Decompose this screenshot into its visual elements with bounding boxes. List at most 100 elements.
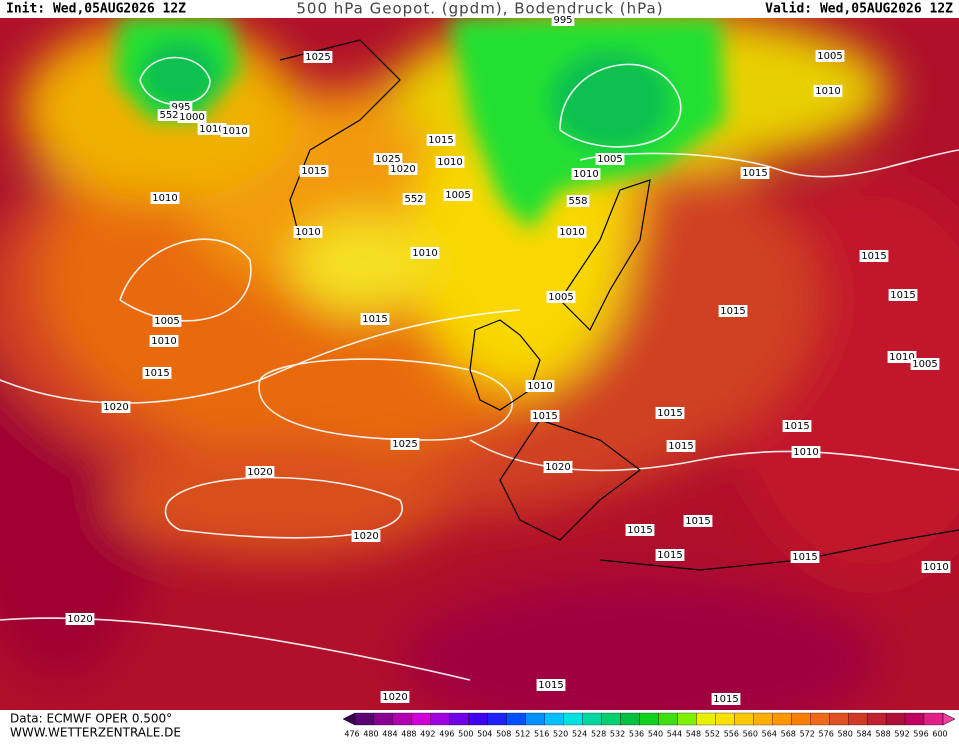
colorbar-label: 536 (629, 730, 644, 739)
isobar-label: 995 (553, 15, 572, 26)
isobar-label: 1015 (301, 166, 326, 177)
isobar-label: 1010 (199, 124, 224, 135)
isobar-label-box (293, 226, 323, 238)
colorbar-swatch (772, 712, 792, 726)
isobar-label-box (360, 313, 390, 325)
colorbar-label: 544 (667, 730, 682, 739)
colorbar-label: 556 (724, 730, 739, 739)
isobar-label: 1015 (861, 251, 886, 262)
colorbar-label: 552 (705, 730, 720, 739)
colorbar-arrow-right (942, 712, 956, 726)
colorbar-swatch (563, 712, 583, 726)
colorbar: 476 480 484 488 492 496 500 504 508 512 516 520 524 5… (342, 712, 956, 739)
isobar-label: 1015 (685, 516, 710, 527)
colorbar-swatch (506, 712, 526, 726)
colorbar-swatch (354, 712, 375, 726)
colorbar-label: 512 (515, 730, 530, 739)
height-label: 552 (159, 110, 178, 121)
isobar-label: 1010 (815, 86, 840, 97)
height-label-box (402, 193, 426, 205)
isobar-label: 1015 (890, 290, 915, 301)
isobar-label: 1010 (437, 157, 462, 168)
colorbar-swatch (866, 712, 887, 726)
isobar-label-box (655, 407, 685, 419)
isobar-label: 1015 (792, 552, 817, 563)
isobar-label: 1020 (103, 402, 128, 413)
colorbar-label: 596 (913, 730, 928, 739)
isobar-label: 1020 (382, 692, 407, 703)
colorbar-label: 504 (477, 730, 492, 739)
isobar-label: 1005 (445, 190, 470, 201)
colorbar-label: 548 (686, 730, 701, 739)
isobar-label-box (625, 524, 655, 536)
isobar-label: 995 (171, 102, 190, 113)
isobar-label-box (373, 153, 403, 165)
colorbar-swatch (601, 712, 621, 726)
isobar-label-box (443, 189, 473, 201)
colorbar-swatch (468, 712, 488, 726)
isobar-label: 1010 (222, 126, 247, 137)
height-label: 552 (404, 194, 423, 205)
colorbar-swatch (696, 712, 716, 726)
isobar-label-box (435, 156, 465, 168)
isobar-label-box (683, 515, 713, 527)
isobar-label: 1005 (597, 154, 622, 165)
colorbar-swatch (411, 712, 432, 726)
isobar-label: 1025 (305, 52, 330, 63)
isobar-label-box (557, 226, 587, 238)
colorbar-swatch (582, 712, 602, 726)
isobar-label-box (303, 51, 333, 63)
colorbar-label: 588 (875, 730, 890, 739)
isobar-label: 1025 (375, 154, 400, 165)
valid-time: Valid: Wed,05AUG2026 12Z (765, 2, 953, 17)
colorbar-swatch (430, 712, 450, 726)
isobar-label-box (888, 289, 918, 301)
isobar-label-box (595, 153, 625, 165)
colorbar-swatch (658, 712, 678, 726)
isobar-label-box (101, 401, 131, 413)
colorbar-swatch (753, 712, 773, 726)
isobar-label: 1020 (67, 614, 92, 625)
colorbar-label: 560 (743, 730, 758, 739)
isobar-label-box (410, 247, 440, 259)
isobar-label: 1015 (532, 411, 557, 422)
isobar-label: 1010 (151, 336, 176, 347)
colorbar-swatch (829, 712, 849, 726)
height-label-box (157, 109, 181, 121)
isobar-label-box (815, 50, 845, 62)
isobar-label: 1005 (154, 316, 179, 327)
isobar-label: 1010 (527, 381, 552, 392)
colorbar-swatch (677, 712, 697, 726)
isobar-label-box (380, 691, 410, 703)
init-time: Init: Wed,05AUG2026 12Z (6, 2, 186, 17)
colorbar-label: 492 (420, 730, 435, 739)
isobar-label: 1020 (390, 164, 415, 175)
isobar-label-box (426, 134, 456, 146)
colorbar-label: 516 (534, 730, 549, 739)
colorbar-label: 500 (458, 730, 473, 739)
isobar-label: 1010 (889, 352, 914, 363)
isobar-label-box (525, 380, 555, 392)
colorbar-swatch (734, 712, 754, 726)
colorbar-label: 600 (932, 730, 947, 739)
height-label: 558 (568, 196, 587, 207)
colorbar-label: 476 (344, 730, 359, 739)
colorbar-swatch (639, 712, 659, 726)
isobar-label: 1010 (559, 227, 584, 238)
colorbar-swatch (923, 712, 944, 726)
isobar-label-box (740, 167, 770, 179)
colorbar-swatch (904, 712, 925, 726)
isobar-label-box (859, 250, 889, 262)
colorbar-label: 580 (838, 730, 853, 739)
isobar-label-box (666, 440, 696, 452)
isobar-label: 1015 (657, 550, 682, 561)
isobar-label: 1020 (353, 531, 378, 542)
isobar-label-box (150, 192, 180, 204)
isobar-label: 1010 (573, 169, 598, 180)
colorbar-swatch (885, 712, 906, 726)
colorbar-label: 584 (856, 730, 871, 739)
colorbar-swatch (487, 712, 507, 726)
isobar-label: 1025 (392, 439, 417, 450)
isobar-label: 1005 (912, 359, 937, 370)
